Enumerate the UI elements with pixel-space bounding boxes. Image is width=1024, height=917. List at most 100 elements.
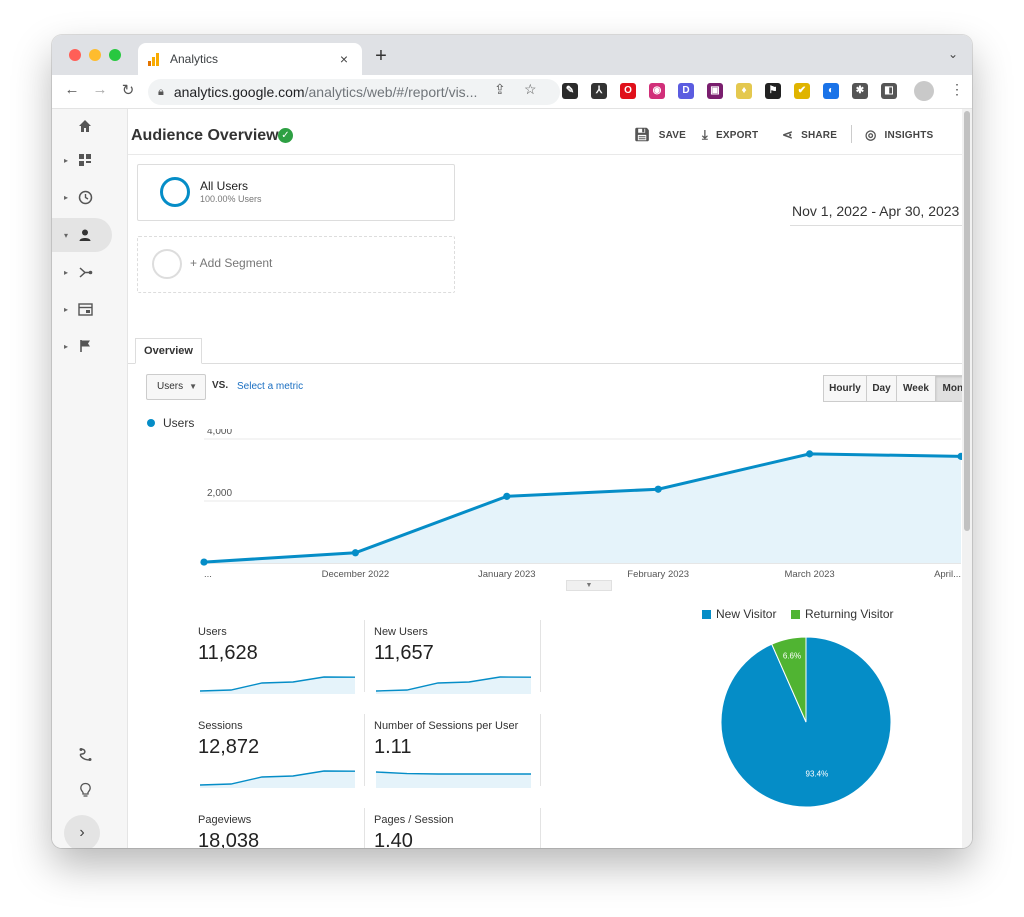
x-tick-label: February 2023 <box>627 569 689 580</box>
granularity-week[interactable]: Week <box>896 375 936 402</box>
sparkline-fill <box>376 677 531 694</box>
tab-search-icon[interactable]: ⌄ <box>947 47 958 61</box>
opera-extension-icon[interactable]: O <box>620 83 636 99</box>
rail-item-conversions[interactable]: ▸ <box>52 329 112 363</box>
scorecard[interactable]: Number of Sessions per User 1.11 <box>374 720 537 796</box>
scorecard[interactable]: Pageviews 18,038 <box>198 814 361 848</box>
collapse-chart-icon[interactable]: ▼ <box>566 580 612 591</box>
users-data-point[interactable] <box>957 452 962 460</box>
select-metric-link[interactable]: Select a metric <box>237 381 304 392</box>
date-range-underline <box>790 225 962 226</box>
close-window-button[interactable] <box>69 49 81 61</box>
minimize-window-button[interactable] <box>89 49 101 61</box>
scorecard-value: 1.11 <box>374 736 412 758</box>
granularity-month[interactable]: Month <box>935 375 962 402</box>
rail-item-customization[interactable]: ▸ <box>52 143 112 177</box>
eyedropper-extension-icon[interactable]: ✎ <box>562 83 578 99</box>
sidepanel-extension-icon[interactable]: ◧ <box>881 83 897 99</box>
share-button[interactable]: ⋖ SHARE <box>782 127 838 142</box>
users-data-point[interactable] <box>503 492 511 500</box>
tab-close-icon[interactable]: × <box>339 51 349 67</box>
scorecard-label: Pageviews <box>198 814 252 826</box>
address-bar[interactable]: 🔒︎ analytics.google.com/analytics/web/#/… <box>148 79 560 105</box>
export-button[interactable]: ⤓ EXPORT <box>702 127 759 142</box>
browser-tab[interactable]: Analytics × <box>138 43 362 75</box>
sparkline-line <box>375 676 532 692</box>
check-extension-icon[interactable]: ✔ <box>794 83 810 99</box>
segment-all-users[interactable]: All Users 100.00% Users <box>137 164 455 221</box>
users-area-fill <box>204 453 961 563</box>
users-data-point[interactable] <box>200 558 208 566</box>
scorecard-value: 11,628 <box>198 642 258 664</box>
scorecard-divider <box>540 620 541 692</box>
granularity-day[interactable]: Day <box>866 375 897 402</box>
tab-overview[interactable]: Overview <box>135 338 202 364</box>
scorecard-divider <box>540 808 541 848</box>
tab-strip: Analytics × + ⌄ <box>52 35 972 75</box>
scorecard-value: 11,657 <box>374 642 434 664</box>
zoom-window-button[interactable] <box>109 49 121 61</box>
rail-item-audience[interactable]: ▾ <box>52 218 112 252</box>
flag-icon <box>76 337 94 355</box>
header-divider <box>851 125 852 143</box>
pie-slice-label: 93.4% <box>806 770 829 779</box>
insights-button[interactable]: ◎ INSIGHTS <box>865 127 934 142</box>
x-tick-label: December 2022 <box>322 569 390 580</box>
metric-dropdown[interactable]: Users ▼ <box>146 374 206 400</box>
globe-extension-icon[interactable]: ◐ <box>823 83 839 99</box>
vs-label: VS. <box>212 380 229 391</box>
scorecard[interactable]: Users 11,628 <box>198 626 361 702</box>
new-tab-button[interactable]: + <box>375 45 387 67</box>
scorecard[interactable]: Pages / Session 1.40 <box>374 814 537 848</box>
expand-caret-icon: ▸ <box>63 267 68 277</box>
scorecard-sparkline <box>375 771 531 788</box>
scorecard[interactable]: Sessions 12,872 <box>198 720 361 796</box>
rail-item-acquisition[interactable]: ▸ <box>52 255 112 289</box>
puzzle-extension-icon[interactable]: ✱ <box>852 83 868 99</box>
gem-extension-icon[interactable]: ♦ <box>736 83 752 99</box>
save-button[interactable]: 💾︎ SAVE <box>634 127 687 142</box>
share-page-icon[interactable]: ⇪ <box>494 81 506 97</box>
color-extension-icon[interactable]: ◉ <box>649 83 665 99</box>
scrollbar-thumb[interactable] <box>964 111 970 531</box>
users-data-point[interactable] <box>806 450 814 458</box>
rail-item-behavior[interactable]: ▸ <box>52 292 112 326</box>
expand-caret-icon: ▸ <box>63 304 68 314</box>
rail-item-attribution[interactable] <box>52 737 112 771</box>
tab-title: Analytics <box>170 52 219 66</box>
profile-avatar[interactable] <box>914 81 934 101</box>
add-segment-button[interactable]: + Add Segment <box>137 236 455 293</box>
tools-extension-icon[interactable]: ⅄ <box>591 83 607 99</box>
expand-nav-button[interactable]: › <box>64 815 100 848</box>
users-data-point[interactable] <box>654 485 662 493</box>
d-extension-icon[interactable]: D <box>678 83 694 99</box>
scorecard-divider <box>364 808 365 848</box>
scorecard-divider <box>540 714 541 786</box>
page-scrollbar[interactable] <box>962 109 972 848</box>
add-segment-label: + Add Segment <box>190 256 273 270</box>
forward-icon[interactable]: → <box>92 81 108 98</box>
flag-extension-icon[interactable]: ⚑ <box>765 83 781 99</box>
browser-menu-icon[interactable]: ⋮ <box>950 81 964 97</box>
reload-icon[interactable]: ↻ <box>121 82 135 99</box>
back-icon[interactable]: ← <box>64 81 80 98</box>
date-range-picker[interactable]: Nov 1, 2022 - Apr 30, 2023 <box>792 203 960 219</box>
dashboard-icon <box>76 151 94 169</box>
scorecard[interactable]: New Users 11,657 <box>374 626 537 702</box>
visitor-pie-chart: 93.4% 6.6% <box>720 636 892 808</box>
lightbulb-icon <box>76 781 94 799</box>
x-tick-label: March 2023 <box>785 569 835 580</box>
scorecard-label: Number of Sessions per User <box>374 720 519 732</box>
users-data-point[interactable] <box>351 549 359 557</box>
rail-item-discover[interactable] <box>52 773 112 807</box>
scorecard-value: 1.40 <box>374 830 413 848</box>
rail-item-realtime[interactable]: ▸ <box>52 180 112 214</box>
home-icon <box>76 117 94 135</box>
pie-slice[interactable] <box>771 636 807 723</box>
behavior-icon <box>76 300 94 318</box>
granularity-hourly[interactable]: Hourly <box>823 375 867 402</box>
bookmark-star-icon[interactable]: ☆ <box>524 81 537 97</box>
monitor-extension-icon[interactable]: ▣ <box>707 83 723 99</box>
rail-item-home[interactable] <box>52 109 112 143</box>
expand-caret-icon: ▸ <box>63 341 68 351</box>
